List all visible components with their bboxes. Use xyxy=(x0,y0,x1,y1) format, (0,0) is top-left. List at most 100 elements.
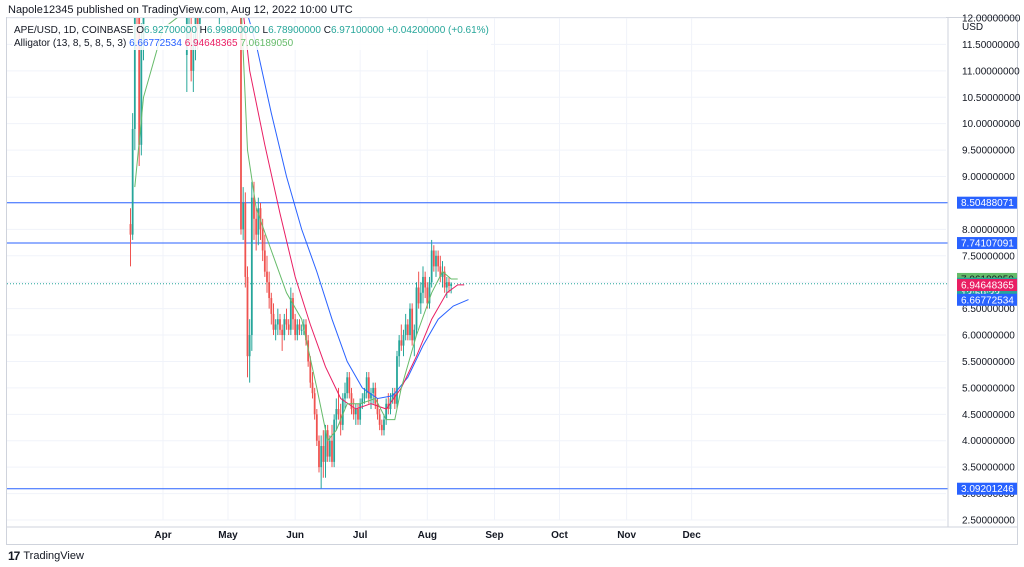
candle-body xyxy=(435,255,437,267)
candle-body xyxy=(352,409,355,415)
y-tick-label: 6.50000000 xyxy=(962,304,1015,315)
candle-body xyxy=(140,39,143,145)
y-tick-label: 2.50000000 xyxy=(962,516,1015,527)
candle-body xyxy=(335,409,338,420)
tradingview-footer[interactable]: 17 TradingView xyxy=(8,549,84,563)
candle-body xyxy=(417,287,420,304)
currency-label: USD xyxy=(962,22,983,33)
candle-body xyxy=(285,319,288,325)
candle-body xyxy=(279,319,281,330)
candle-body xyxy=(318,440,320,468)
alligator-teeth-line xyxy=(243,18,465,410)
candle-body xyxy=(326,430,329,457)
x-tick-label: Jul xyxy=(353,530,368,541)
candle-body xyxy=(398,340,401,357)
candle-body xyxy=(253,197,255,219)
candle-body xyxy=(240,18,242,230)
candle-body xyxy=(432,250,435,267)
indicator-row: Alligator (13, 8, 5, 8, 5, 3) 6.66772534… xyxy=(14,37,489,50)
candle-body xyxy=(133,18,136,129)
candle-body xyxy=(367,377,370,399)
candle-body xyxy=(257,208,260,235)
open-key: O xyxy=(136,25,145,36)
hline-price-label: 3.09201246 xyxy=(961,484,1014,495)
candle-body xyxy=(441,271,444,277)
candle-body xyxy=(393,393,396,404)
candle-body xyxy=(305,324,307,341)
alligator-lips-line xyxy=(134,18,458,442)
candle-body xyxy=(138,18,141,145)
candle-body xyxy=(348,377,351,394)
x-tick-label: Apr xyxy=(154,530,171,541)
symbol-label[interactable]: APE/USD, 1D, COINBASE xyxy=(14,25,134,36)
y-tick-label: 7.50000000 xyxy=(962,251,1015,262)
teeth-value: 6.94648365 xyxy=(184,38,238,49)
price-tag-label: 6.94648365 xyxy=(961,281,1014,292)
candles xyxy=(129,0,453,489)
hline-price-label: 7.74107091 xyxy=(961,239,1014,250)
candle-body xyxy=(439,266,442,277)
candle-body xyxy=(354,409,357,415)
candle-body xyxy=(328,440,331,457)
candle-body xyxy=(346,377,349,394)
x-tick-label: Aug xyxy=(418,530,437,541)
candle-body xyxy=(188,0,190,7)
candle-body xyxy=(365,377,368,394)
candle-body xyxy=(406,324,409,336)
candle-body xyxy=(424,276,427,288)
open-value: 6.92700000 xyxy=(144,25,197,36)
candle-body xyxy=(445,282,448,288)
hline-price-tag xyxy=(957,196,1017,209)
candle-body xyxy=(294,319,297,336)
candle-body xyxy=(292,298,294,320)
candle-body xyxy=(268,282,271,299)
candle-body xyxy=(376,403,379,415)
candle-body xyxy=(263,250,266,272)
alligator-lines xyxy=(134,18,469,442)
y-tick-label: 5.00000000 xyxy=(962,383,1015,394)
candle-body xyxy=(131,128,134,235)
hline-price-tag xyxy=(957,482,1017,495)
y-tick-label: 11.00000000 xyxy=(962,66,1020,77)
candle-body xyxy=(250,197,253,336)
low-value: 6.78900000 xyxy=(268,25,321,36)
candle-body xyxy=(324,430,327,462)
candle-body xyxy=(266,271,268,283)
x-tick-label: Sep xyxy=(485,530,503,541)
low-key: L xyxy=(262,25,269,36)
y-tick-label: 9.50000000 xyxy=(962,146,1015,157)
candle-body xyxy=(341,398,344,425)
candle-body xyxy=(402,335,405,346)
candle-body xyxy=(350,393,353,410)
price-tag xyxy=(957,293,1017,306)
candle-body xyxy=(261,229,264,251)
candle-body xyxy=(331,440,333,462)
grid xyxy=(7,17,946,521)
candle-body xyxy=(300,329,303,331)
candle-body xyxy=(363,393,366,399)
candle-body xyxy=(333,419,336,462)
candle-body xyxy=(309,361,312,383)
axes: 2.500000003.000000003.500000004.00000000… xyxy=(7,14,1021,541)
candle-body xyxy=(400,340,403,346)
y-tick-label: 10.00000000 xyxy=(962,119,1021,130)
chart-legend: APE/USD, 1D, COINBASE O6.92700000 H6.998… xyxy=(12,24,491,50)
candle-body xyxy=(409,308,411,336)
candle-body xyxy=(272,313,275,330)
horizontal-lines[interactable] xyxy=(7,202,948,490)
candle-body xyxy=(270,298,273,314)
candle-body xyxy=(337,409,340,415)
y-tick-label: 5.50000000 xyxy=(962,357,1015,368)
close-key: C xyxy=(323,25,331,36)
candle-body xyxy=(218,0,220,7)
candle-body xyxy=(320,446,323,468)
indicator-name[interactable]: Alligator (13, 8, 5, 8, 5, 3) xyxy=(14,38,127,49)
candle-body xyxy=(419,292,422,304)
price-tag-label: 6.66772534 xyxy=(961,295,1014,306)
candle-body xyxy=(296,324,299,336)
candle-body xyxy=(430,250,433,283)
candle-body xyxy=(385,403,388,420)
candle-body xyxy=(437,255,440,267)
hline-price-tag xyxy=(957,237,1017,250)
